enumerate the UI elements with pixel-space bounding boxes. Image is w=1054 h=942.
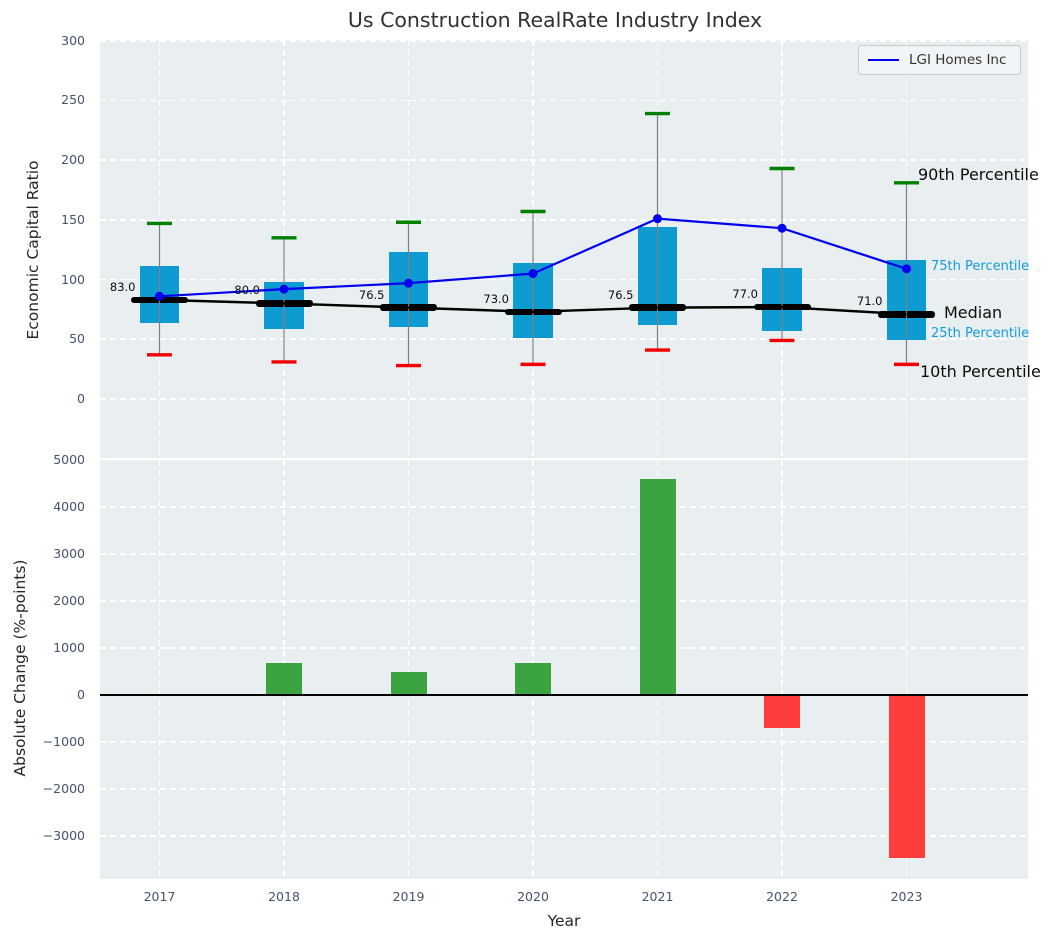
bottom-ytick-1000: 1000 [25, 640, 85, 656]
lgi-homes-point-2019 [404, 279, 413, 288]
bottom-y-axis-label: Absolute Change (%-points) [11, 468, 29, 868]
bottom-ytick-3000: 3000 [25, 546, 85, 562]
right-label-75th-percentile: 75th Percentile [931, 259, 1029, 274]
xtick-2023: 2023 [872, 889, 942, 905]
right-label-90th-percentile: 90th Percentile [918, 165, 1039, 184]
lgi-homes-point-2023 [902, 264, 911, 273]
bottom-ytick--1000: −1000 [25, 734, 85, 750]
xtick-2022: 2022 [747, 889, 817, 905]
legend-line-sample [868, 59, 899, 61]
bottom-ytick--3000: −3000 [25, 828, 85, 844]
xtick-2020: 2020 [498, 889, 568, 905]
xtick-2021: 2021 [623, 889, 693, 905]
x-axis-label: Year [464, 912, 664, 930]
bottom-ytick--2000: −2000 [25, 781, 85, 797]
lgi-homes-point-2017 [155, 292, 164, 301]
median-annotation-2019: 76.5 [341, 288, 385, 302]
lgi-homes-point-2020 [529, 269, 538, 278]
legend-label: LGI Homes Inc [909, 52, 1006, 68]
bottom-ytick-0: 0 [25, 687, 85, 703]
top-y-axis-label: Economic Capital Ratio [24, 50, 42, 450]
xtick-2019: 2019 [374, 889, 444, 905]
lgi-homes-point-2018 [280, 285, 289, 294]
median-annotation-2023: 71.0 [839, 294, 883, 308]
lgi-homes-point-2022 [778, 224, 787, 233]
top-ytick-300: 300 [25, 33, 85, 49]
right-label-median: Median [944, 303, 1002, 322]
bottom-ytick-4000: 4000 [25, 499, 85, 515]
legend: LGI Homes Inc [858, 45, 1021, 75]
xtick-2018: 2018 [249, 889, 319, 905]
bottom-ytick-2000: 2000 [25, 593, 85, 609]
median-annotation-2018: 80.0 [216, 283, 260, 297]
xtick-2017: 2017 [125, 889, 195, 905]
lgi-homes-point-2021 [653, 214, 662, 223]
line-layer [0, 0, 1054, 942]
right-label-25th-percentile: 25th Percentile [931, 326, 1029, 341]
median-annotation-2022: 77.0 [714, 287, 758, 301]
right-label-10th-percentile: 10th Percentile [920, 362, 1041, 381]
median-annotation-2020: 73.0 [465, 292, 509, 306]
median-annotation-2017: 83.0 [92, 280, 136, 294]
bottom-ytick-5000: 5000 [25, 452, 85, 468]
figure: Us Construction RealRate Industry Index … [0, 0, 1054, 942]
median-annotation-2021: 76.5 [590, 288, 634, 302]
